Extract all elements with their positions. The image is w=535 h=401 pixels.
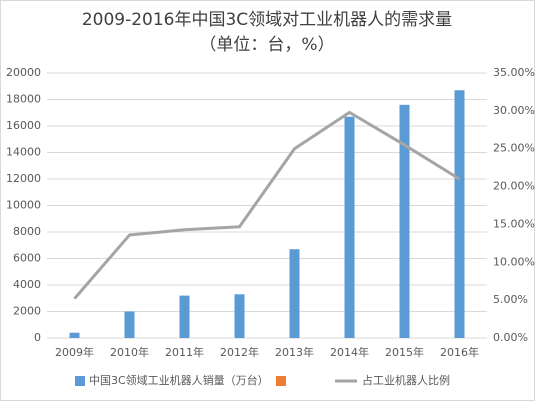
y-tick-label: 14000 bbox=[6, 146, 41, 159]
x-tick-label: 2010年 bbox=[110, 345, 149, 359]
y2-tick-label: 0.00% bbox=[493, 331, 528, 344]
y2-tick-label: 35.00% bbox=[493, 66, 535, 79]
y-tick-label: 12000 bbox=[6, 172, 41, 185]
x-tick-label: 2014年 bbox=[330, 345, 369, 359]
bar bbox=[179, 295, 190, 338]
y-tick-label: 4000 bbox=[13, 278, 41, 291]
x-tick-label: 2011年 bbox=[165, 345, 204, 359]
y-tick-label: 10000 bbox=[6, 199, 41, 212]
y2-tick-label: 30.00% bbox=[493, 104, 535, 117]
y2-tick-label: 25.00% bbox=[493, 142, 535, 155]
bar bbox=[124, 311, 135, 338]
bar bbox=[399, 104, 410, 338]
y-tick-label: 6000 bbox=[13, 252, 41, 265]
bar bbox=[454, 90, 465, 338]
bar bbox=[289, 249, 300, 338]
legend-label: 中国3C领域工业机器人销量（万台） bbox=[89, 373, 269, 387]
chart-subtitle: （单位：台，%） bbox=[199, 35, 334, 55]
x-tick-label: 2016年 bbox=[440, 345, 479, 359]
x-tick-label: 2009年 bbox=[55, 345, 94, 359]
y-tick-label: 0 bbox=[34, 331, 41, 344]
y2-tick-label: 5.00% bbox=[493, 293, 528, 306]
bar bbox=[234, 294, 245, 338]
legend-label: 占工业机器人比例 bbox=[362, 373, 450, 387]
line bbox=[73, 110, 461, 300]
y2-tick-label: 20.00% bbox=[493, 180, 535, 193]
bar bbox=[69, 332, 80, 338]
bar bbox=[344, 116, 355, 338]
x-tick-label: 2015年 bbox=[385, 345, 424, 359]
x-tick-label: 2013年 bbox=[275, 345, 314, 359]
x-tick-label: 2012年 bbox=[220, 345, 259, 359]
legend-swatch bbox=[276, 376, 286, 386]
y-tick-label: 20000 bbox=[6, 66, 41, 79]
legend-swatch bbox=[75, 376, 85, 386]
y-tick-label: 18000 bbox=[6, 93, 41, 106]
y2-tick-label: 15.00% bbox=[493, 217, 535, 230]
y-tick-label: 2000 bbox=[13, 305, 41, 318]
y-tick-label: 16000 bbox=[6, 119, 41, 132]
chart-title: 2009-2016年中国3C领域对工业机器人的需求量 bbox=[82, 10, 452, 30]
y-tick-label: 8000 bbox=[13, 225, 41, 238]
y2-tick-label: 10.00% bbox=[493, 255, 535, 268]
